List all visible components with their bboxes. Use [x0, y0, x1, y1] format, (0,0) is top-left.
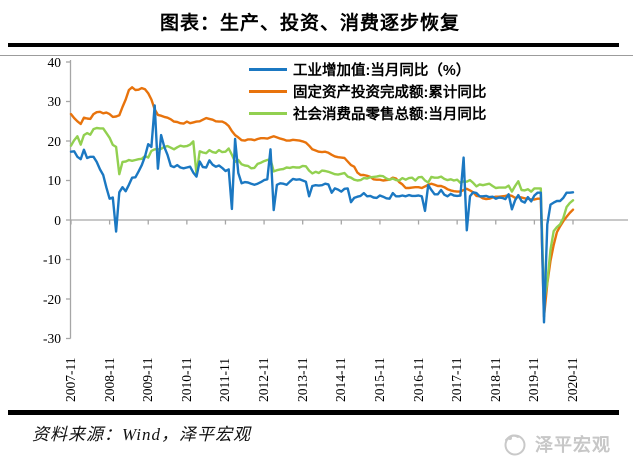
y-axis-label: 10	[47, 173, 62, 188]
title-divider-thin	[0, 55, 633, 56]
footer-divider	[8, 410, 619, 415]
legend-label: 固定资产投资完成额:累计同比	[293, 84, 487, 101]
x-axis-label: 2013-11	[294, 357, 310, 403]
series-line-0	[69, 104, 575, 324]
x-axis-label: 2020-11	[565, 357, 580, 403]
watermark-logo: 泽平宏观	[502, 431, 611, 457]
chart-legend: 工业增加值:当月同比（%） 固定资产投资完成额:累计同比 社会消费品零售总额:当…	[249, 58, 486, 124]
x-axis-label: 2015-11	[371, 357, 387, 403]
legend-label: 工业增加值:当月同比（%）	[293, 62, 471, 79]
x-axis-label: 2008-11	[101, 357, 117, 403]
x-axis-label: 2012-11	[256, 357, 272, 403]
y-axis-label: 20	[47, 133, 62, 149]
x-axis-label: 2016-11	[410, 357, 426, 403]
legend-line-green-icon	[249, 111, 287, 115]
y-axis-label: -10	[43, 252, 61, 267]
series-line-2	[69, 126, 575, 303]
title-divider-thick	[8, 43, 619, 47]
legend-line-blue-icon	[249, 67, 287, 71]
y-axis-label: -20	[43, 291, 61, 307]
legend-item-retail-sales: 社会消费品零售总额:当月同比	[249, 102, 486, 124]
x-axis-label: 2007-11	[63, 357, 78, 403]
zeping-logo-icon	[504, 434, 526, 456]
page-title: 图表：生产、投资、消费逐步恢复	[159, 13, 460, 34]
source-text: 资料来源：Wind，泽平宏观	[32, 425, 251, 444]
x-axis-label: 2019-11	[526, 357, 542, 403]
legend-line-orange-icon	[249, 89, 287, 93]
x-axis-label: 2011-11	[217, 358, 233, 402]
legend-item-fixed-asset-investment: 固定资产投资完成额:累计同比	[249, 80, 486, 102]
x-axis-label: 2014-11	[333, 357, 349, 403]
y-axis-label: -30	[43, 331, 61, 346]
x-axis-label: 2018-11	[487, 357, 503, 403]
y-axis-label: 40	[47, 54, 62, 70]
x-axis-label: 2009-11	[140, 357, 156, 403]
legend-label: 社会消费品零售总额:当月同比	[293, 106, 487, 123]
watermark-logo-text: 泽平宏观	[535, 435, 611, 455]
chart-area: 40 30 20 10 0 -10 -20 -30 2007-11 2008-11 2009-11…	[43, 54, 628, 403]
y-axis-label: 0	[54, 212, 61, 228]
x-axis-label: 2010-11	[178, 357, 194, 403]
legend-item-industrial-output: 工业增加值:当月同比（%）	[249, 58, 486, 80]
line-chart	[66, 60, 628, 340]
x-axis-label: 2017-11	[449, 357, 465, 403]
y-axis-label: 30	[47, 94, 62, 109]
